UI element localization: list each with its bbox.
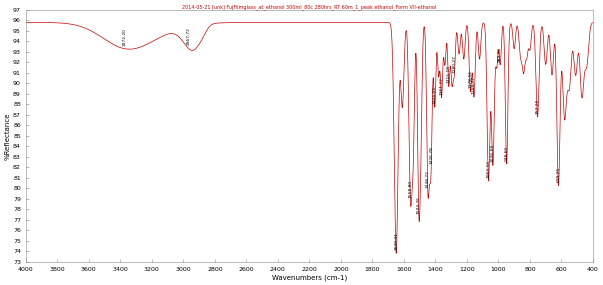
Text: 619.25: 619.25 xyxy=(557,167,560,182)
Text: 1361.22: 1361.22 xyxy=(440,77,444,95)
Text: 752.26: 752.26 xyxy=(535,98,540,114)
Text: 989.36: 989.36 xyxy=(498,47,502,62)
Text: 1504.76: 1504.76 xyxy=(417,196,421,214)
Title: 2014-05-21 [unk] FujFilmglass_at_ethanol 300ml_80c 280hrs_RT 60m_1_peak ethanol_: 2014-05-21 [unk] FujFilmglass_at_ethanol… xyxy=(182,4,437,10)
Text: 1035.59: 1035.59 xyxy=(491,144,495,162)
Text: 1063.33: 1063.33 xyxy=(487,160,490,178)
X-axis label: Wavenumbers (cm-1): Wavenumbers (cm-1) xyxy=(272,274,347,281)
Text: 1448.72: 1448.72 xyxy=(426,170,430,188)
Text: 948.60: 948.60 xyxy=(505,145,508,160)
Text: 1558.80: 1558.80 xyxy=(408,180,412,198)
Text: 1315.18: 1315.18 xyxy=(447,65,451,83)
Y-axis label: %Reflectance: %Reflectance xyxy=(4,112,10,160)
Text: 1280.27: 1280.27 xyxy=(452,55,456,73)
Text: 3372.20: 3372.20 xyxy=(123,28,127,46)
Text: 1404.93: 1404.93 xyxy=(432,86,437,104)
Text: 1426.78: 1426.78 xyxy=(429,146,433,164)
Text: 1178.56: 1178.56 xyxy=(469,70,472,88)
Text: 2967.72: 2967.72 xyxy=(186,27,191,45)
Text: 1649.41: 1649.41 xyxy=(394,232,398,250)
Text: 1155.77: 1155.77 xyxy=(472,76,476,94)
